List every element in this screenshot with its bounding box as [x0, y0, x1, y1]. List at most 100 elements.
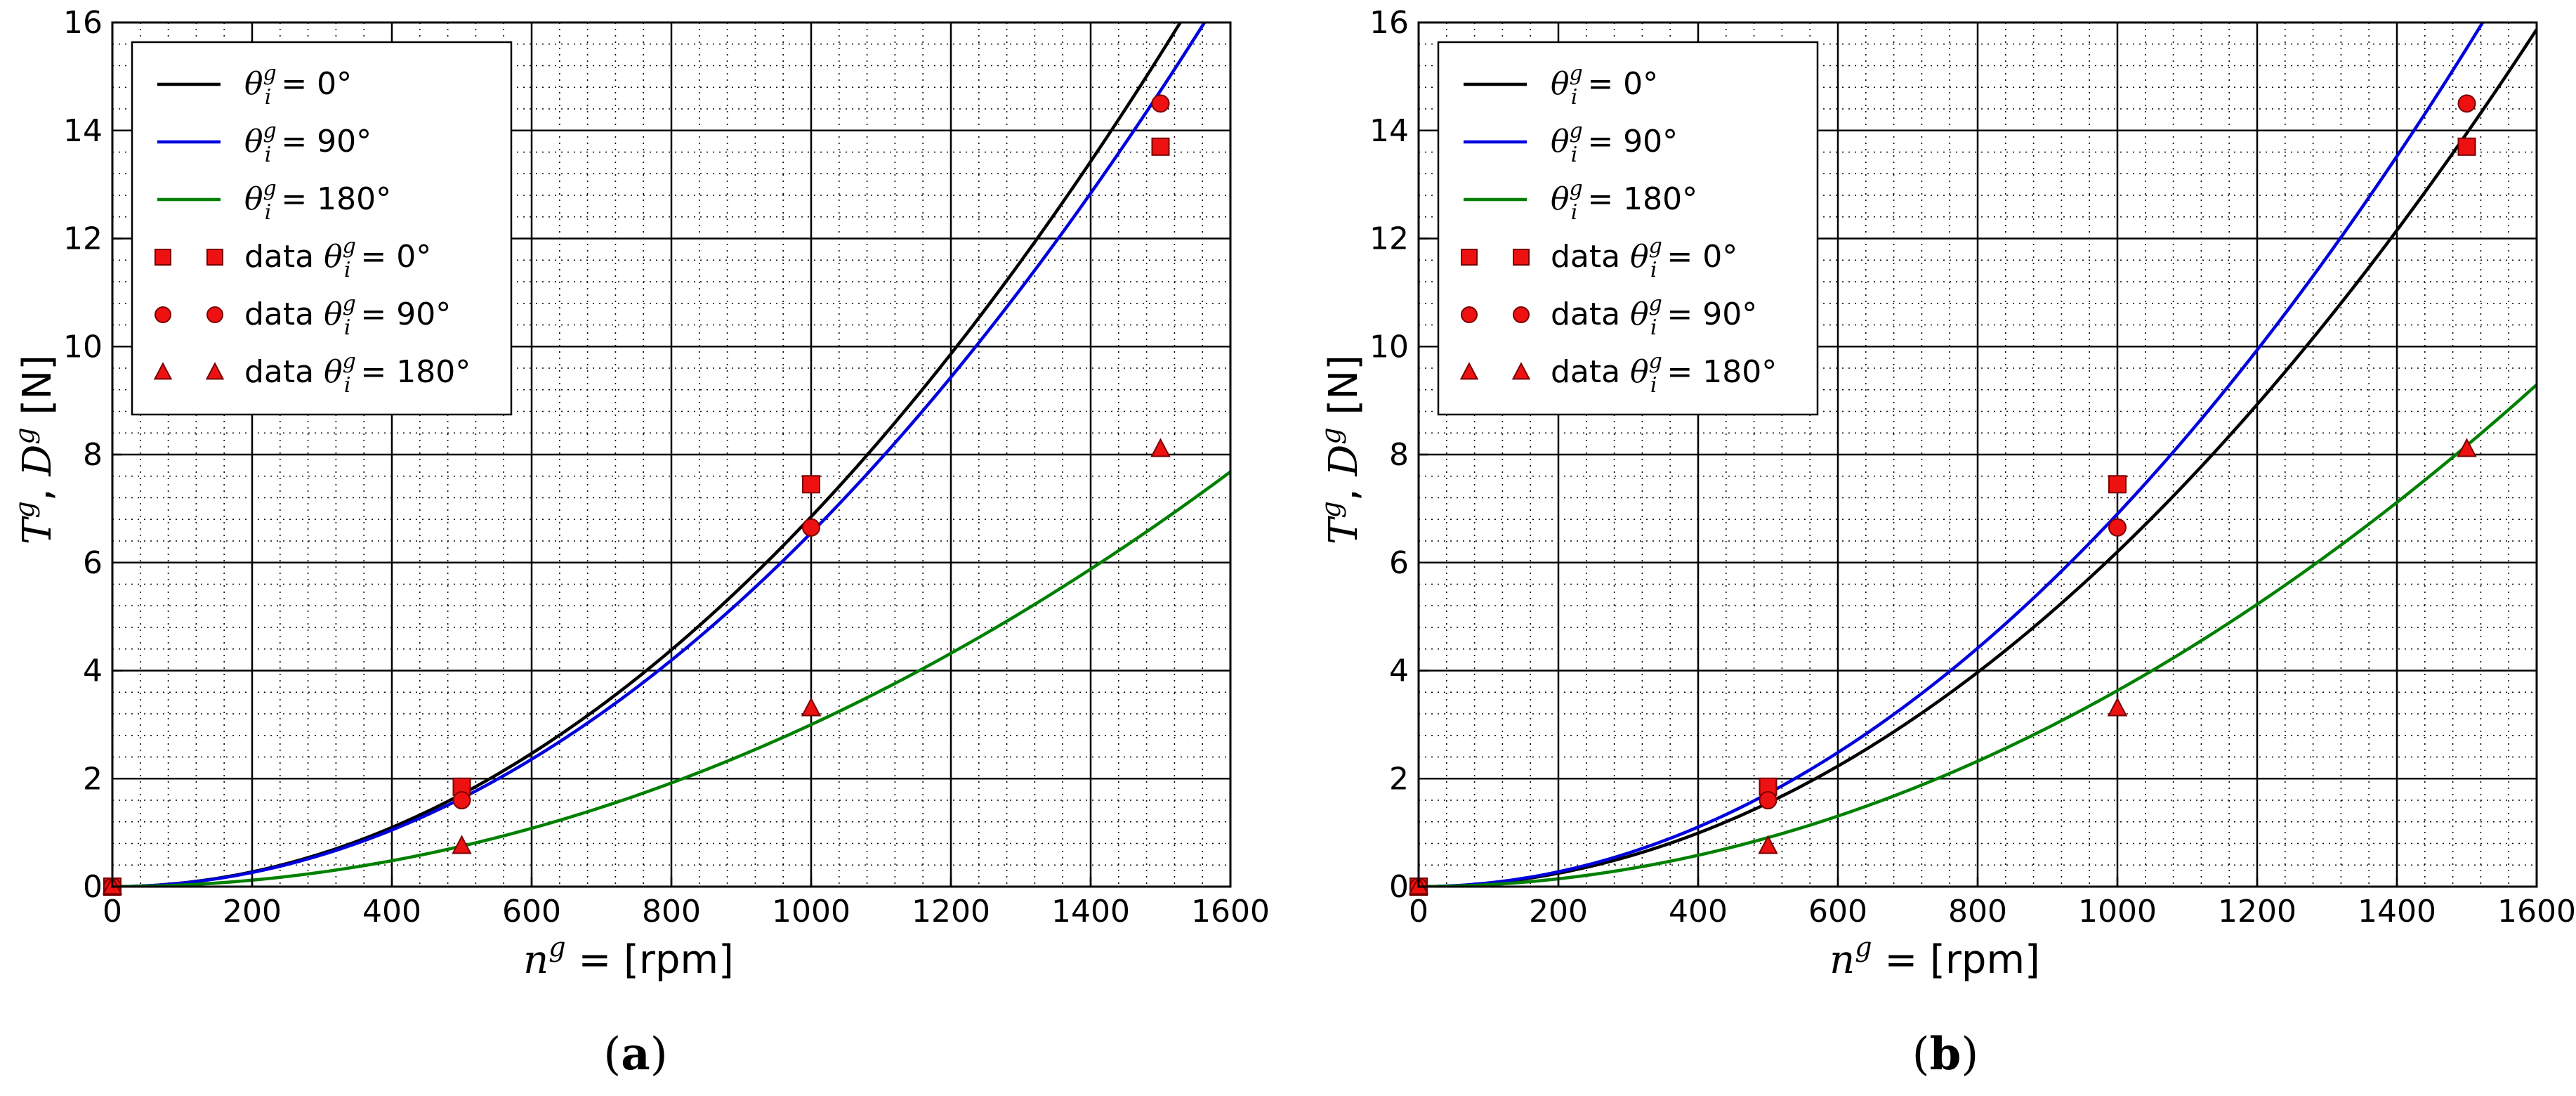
x-tick-label: 0: [103, 894, 122, 929]
legend-marker-triangle: [153, 362, 173, 380]
curves-b: [1419, 22, 2537, 887]
y-tick-label: 10: [63, 329, 103, 365]
panel-b: 0 200 400 600 800 1000 1200 1400 1600 0 2 4 6 8 10 12 1…: [1315, 5, 2576, 1081]
x-tick-labels-a: 0 200 400 600 800 1000 1200 1400 1600: [103, 894, 1270, 929]
legend-marker-circle: [1513, 306, 1530, 323]
legend-a: θg i = 0° θg i = 90° θg i = 180° data θg i = 0°…: [131, 41, 513, 416]
data-marker-square: [2457, 137, 2476, 156]
data-marker-triangle: [452, 835, 472, 854]
y-axis-label-a: Tg, Dg [N]: [9, 355, 60, 544]
data-marker-circle: [452, 791, 471, 809]
data-marker-square: [2108, 475, 2127, 494]
y-tick-label: 2: [1389, 761, 1409, 797]
x-tick-label: 400: [1669, 894, 1728, 929]
legend-marker-triangle: [1459, 362, 1479, 380]
x-axis-label-b: ng = [rpm]: [1829, 932, 2040, 983]
data-marker-triangle: [801, 697, 822, 717]
panel-label-a: (a): [603, 1028, 667, 1081]
x-tick-label: 1200: [912, 894, 990, 929]
x-tick-label: 800: [1948, 894, 2007, 929]
legend-label: θg i = 180°: [1551, 176, 1697, 225]
data-marker-circle: [1759, 791, 1777, 809]
legend-label: data θg i = 180°: [244, 349, 471, 398]
x-tick-label: 1600: [2497, 894, 2576, 929]
x-axis-label-a: ng = [rpm]: [523, 932, 734, 983]
x-tick-label: 800: [642, 894, 701, 929]
y-tick-label: 6: [1389, 545, 1409, 581]
legend-marker-square: [155, 249, 171, 266]
data-marker-triangle: [1758, 835, 1778, 854]
legend-label: θg i = 180°: [244, 176, 391, 225]
x-tick-label: 1200: [2218, 894, 2296, 929]
legend-marker-circle: [1461, 306, 1478, 323]
legend-marker-triangle: [1511, 362, 1531, 380]
x-tick-label: 600: [502, 894, 561, 929]
curve-black: [1419, 28, 2537, 887]
y-tick-label: 0: [83, 869, 103, 905]
y-tick-labels-b: 0 2 4 6 8 10 12 14 16: [1369, 5, 1409, 905]
legend-box: [1437, 41, 1819, 416]
legend-label: data θg i = 0°: [244, 234, 431, 282]
legend-marker-triangle: [205, 362, 225, 380]
data-marker-triangle: [2107, 697, 2128, 717]
legend-label: θg i = 90°: [244, 119, 372, 167]
legend-b: θg i = 0° θg i = 90° θg i = 180° data θg i = 0°…: [1437, 41, 1819, 416]
legend-label: data θg i = 90°: [244, 292, 451, 340]
data-marker-circle: [2108, 518, 2127, 537]
x-tick-label: 0: [1409, 894, 1428, 929]
data-marker-triangle: [2457, 438, 2477, 457]
legend-marker-circle: [206, 306, 223, 323]
y-tick-label: 6: [83, 545, 103, 581]
data-marker-circle: [802, 518, 820, 537]
y-tick-labels-a: 0 2 4 6 8 10 12 14 16: [63, 5, 103, 905]
panel-a: 0 200 400 600 800 1000 1200 1400 1600 0 2 4 6 8 10 12 1…: [9, 5, 1270, 1081]
y-tick-label: 4: [1389, 653, 1409, 689]
y-tick-label: 8: [83, 437, 103, 473]
legend-marker-square: [206, 249, 223, 266]
curve-blue: [112, 22, 1207, 887]
legend-marker-square: [1513, 249, 1530, 266]
panel-label-b: (b): [1912, 1028, 1979, 1081]
y-axis-label-b: Tg, Dg [N]: [1315, 355, 1367, 544]
y-tick-label: 0: [1389, 869, 1409, 905]
axes-frame-a: [111, 21, 1232, 888]
y-tick-label: 14: [1369, 113, 1409, 149]
legend-marker-square: [1461, 249, 1478, 266]
curve-green: [112, 470, 1230, 887]
x-tick-label: 1400: [1051, 894, 1130, 929]
legend-box: [131, 41, 513, 416]
data-marker-square: [802, 475, 820, 494]
x-tick-label: 600: [1808, 894, 1867, 929]
curve-green: [1419, 383, 2537, 887]
legend-label: θg i = 90°: [1551, 119, 1678, 167]
y-tick-label: 4: [83, 653, 103, 689]
x-tick-label: 400: [362, 894, 421, 929]
legend-label: data θg i = 0°: [1551, 234, 1737, 282]
legend-label: θg i = 0°: [1551, 61, 1658, 110]
data-marker-triangle: [1150, 438, 1171, 457]
curve-blue: [1419, 22, 2485, 887]
x-tick-label: 1400: [2358, 894, 2436, 929]
curves-a: [112, 22, 1230, 887]
x-tick-label: 200: [223, 894, 282, 929]
legend-label: data θg i = 180°: [1551, 349, 1777, 398]
y-tick-label: 16: [63, 5, 103, 41]
y-tick-label: 16: [1369, 5, 1409, 41]
x-tick-label: 1600: [1191, 894, 1270, 929]
x-tick-labels-b: 0 200 400 600 800 1000 1200 1400 1600: [1409, 894, 2576, 929]
legend-marker-circle: [155, 306, 171, 323]
legend-label: data θg i = 90°: [1551, 292, 1757, 340]
y-tick-label: 10: [1369, 329, 1409, 365]
x-tick-label: 1000: [2078, 894, 2157, 929]
data-marker-square: [1151, 137, 1170, 156]
legend-label: θg i = 0°: [244, 61, 352, 110]
data-marker-circle: [2457, 94, 2476, 113]
axes-frame-b: [1417, 21, 2538, 888]
data-marker-circle: [1151, 94, 1170, 113]
y-tick-label: 8: [1389, 437, 1409, 473]
y-tick-label: 12: [1369, 221, 1409, 257]
y-tick-label: 14: [63, 113, 103, 149]
x-tick-label: 200: [1529, 894, 1588, 929]
x-tick-label: 1000: [772, 894, 850, 929]
